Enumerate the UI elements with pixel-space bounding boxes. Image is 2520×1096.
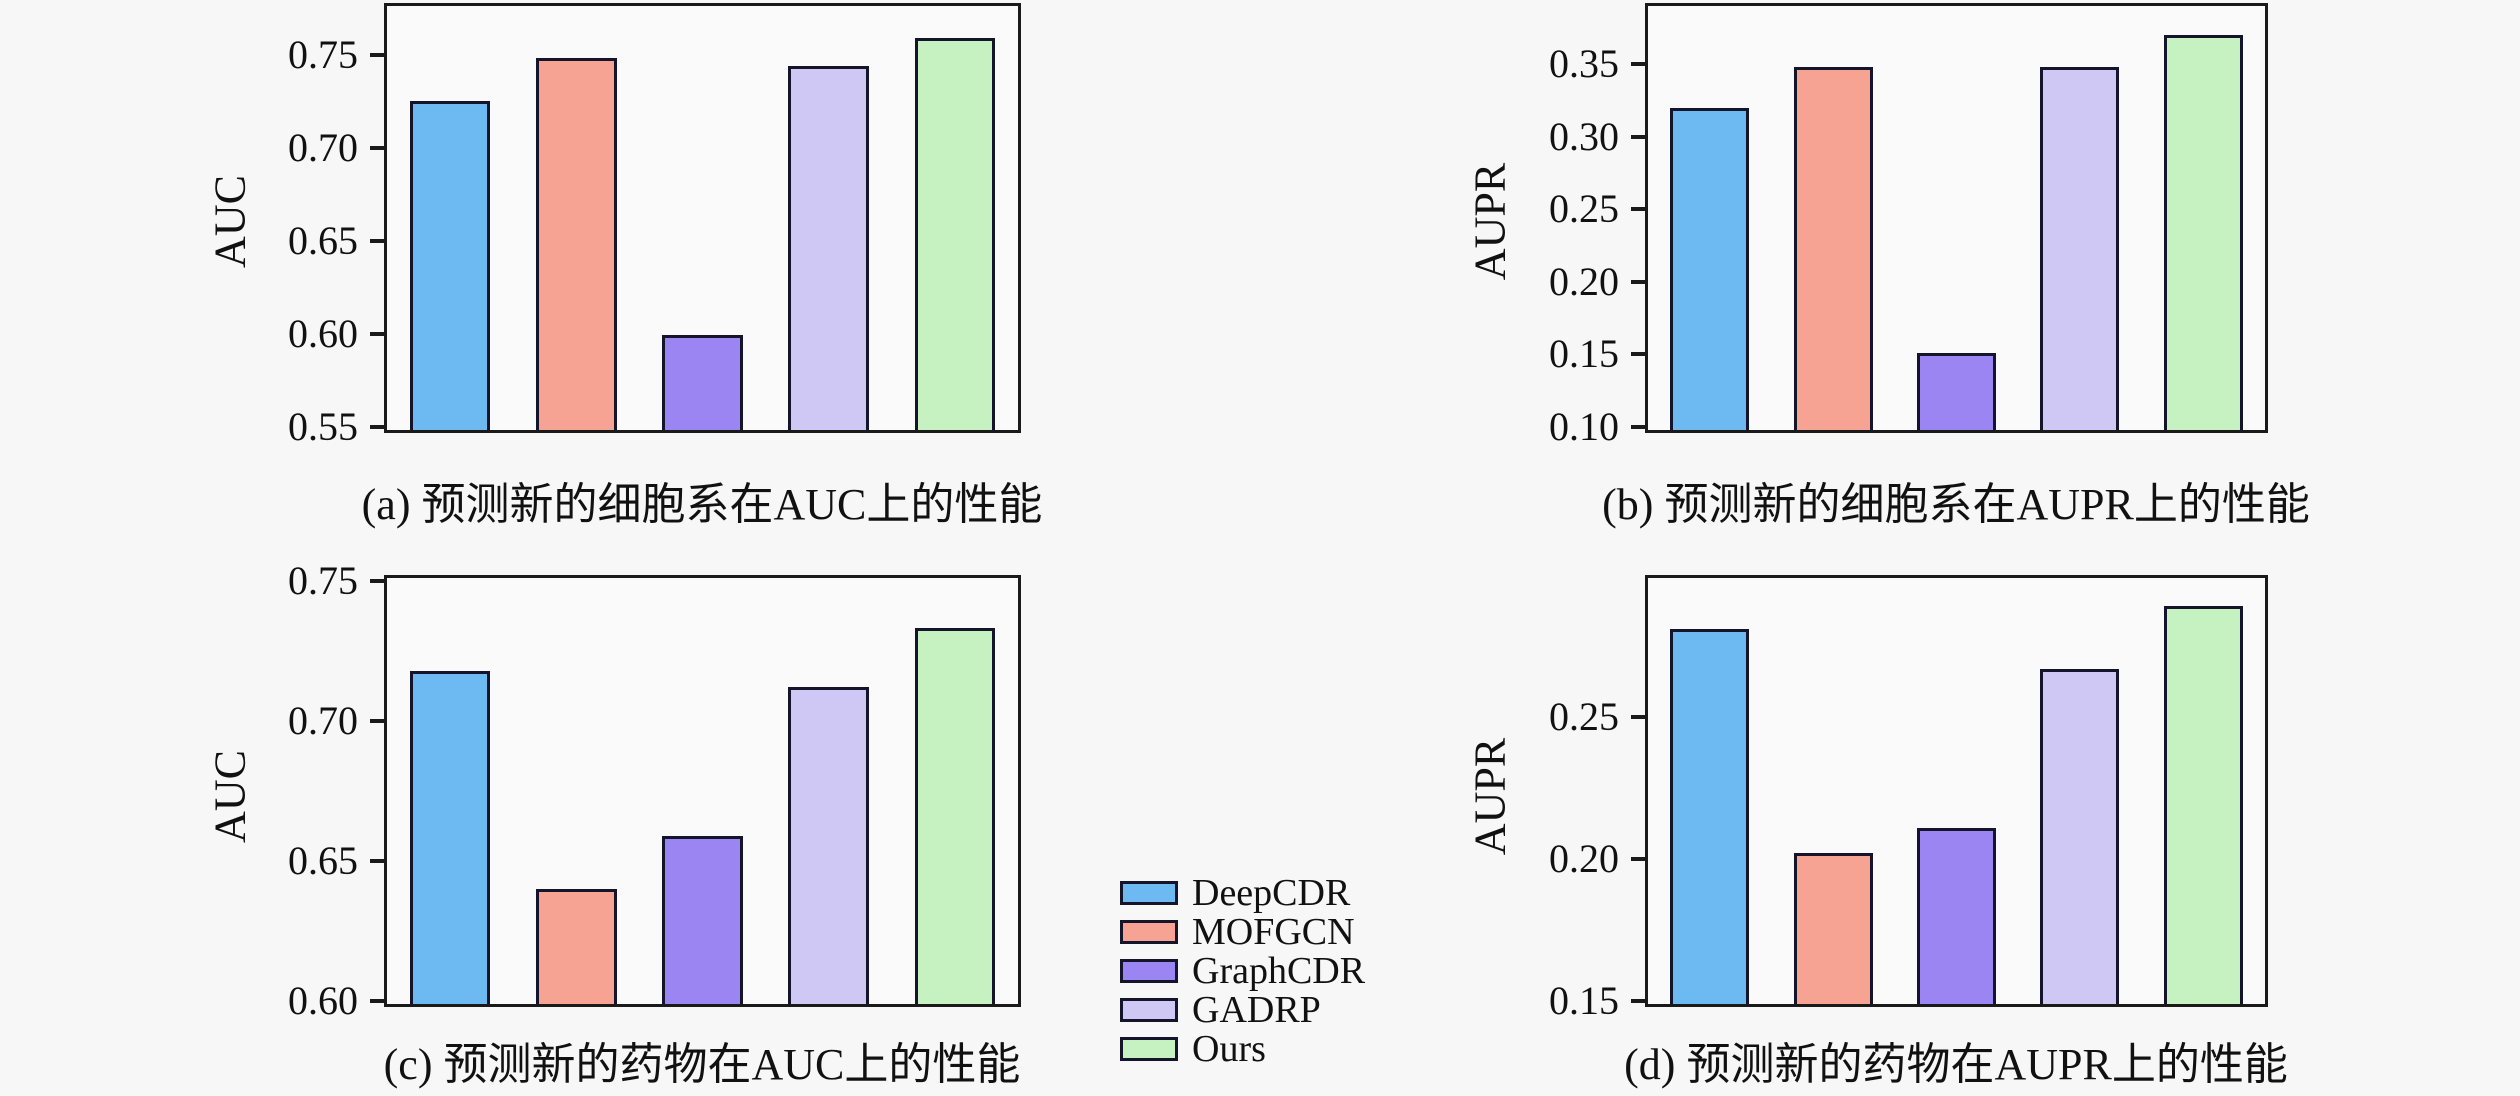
y-tick-mark <box>370 578 384 583</box>
bar-graphcdr <box>1917 827 1996 1004</box>
plot-area-a <box>384 3 1021 433</box>
legend-label: MOFGCN <box>1192 911 1355 953</box>
y-tick-mark <box>1631 352 1645 357</box>
legend-swatch-icon <box>1120 998 1178 1022</box>
caption-d: (d) 预测新的药物在AUPR上的性能 <box>1624 1040 2288 1089</box>
y-tick-mark <box>370 239 384 244</box>
legend-item-ours: Ours <box>1120 1030 1365 1068</box>
y-tick-label: 0.70 <box>288 125 358 171</box>
legend-swatch-icon <box>1120 920 1178 944</box>
y-tick-mark <box>370 425 384 429</box>
y-tick-label: 0.20 <box>1549 836 1619 881</box>
legend-item-graphcdr: GraphCDR <box>1120 952 1365 990</box>
plot-area-b <box>1645 3 2268 433</box>
legend-label: GraphCDR <box>1192 950 1366 992</box>
y-tick-mark <box>370 858 384 863</box>
bar-graphcdr <box>1917 353 1996 430</box>
y-tick-mark <box>370 999 384 1003</box>
caption-c: (c) 预测新的药物在AUC上的性能 <box>383 1040 1021 1089</box>
bar-graphcdr <box>662 335 743 430</box>
bar-gadrp <box>2040 67 2120 430</box>
y-tick-label: 0.20 <box>1549 258 1619 304</box>
bar-mofgcn <box>1793 853 1873 1004</box>
y-tick-mark <box>1631 425 1645 429</box>
bar-mofgcn <box>535 889 617 1004</box>
y-tick-mark <box>1631 715 1645 719</box>
y-tick-label: 0.60 <box>288 311 358 357</box>
y-tick-label: 0.55 <box>288 404 358 449</box>
y-tick-label: 0.15 <box>1549 331 1619 377</box>
y-tick-mark <box>370 718 384 723</box>
bar-mofgcn <box>1793 67 1873 430</box>
y-tick-mark <box>370 146 384 151</box>
bar-graphcdr <box>662 835 743 1004</box>
legend-item-deepcdr: DeepCDR <box>1120 874 1365 912</box>
y-tick-label: 0.75 <box>288 557 358 603</box>
bar-deepcdr <box>1670 107 1750 430</box>
bar-gadrp <box>2040 668 2120 1004</box>
legend-item-gadrp: GADRP <box>1120 991 1365 1029</box>
y-tick-label: 0.15 <box>1549 978 1619 1023</box>
y-tick-label: 0.65 <box>288 218 358 264</box>
y-tick-mark <box>1631 61 1645 66</box>
bar-ours <box>914 37 996 430</box>
legend: DeepCDR MOFGCN GraphCDR GADRP Ours <box>1120 874 1365 1068</box>
y-tick-mark <box>370 332 384 337</box>
bar-ours <box>2163 35 2243 430</box>
bar-ours <box>914 628 996 1004</box>
bar-ours <box>2163 606 2243 1004</box>
y-tick-label: 0.25 <box>1549 694 1619 739</box>
caption-a: (a) 预测新的细胞系在AUC上的性能 <box>361 480 1043 529</box>
y-tick-label: 0.70 <box>288 697 358 743</box>
bar-gadrp <box>788 687 870 1004</box>
y-tick-mark <box>1631 999 1645 1003</box>
y-tick-label: 0.35 <box>1549 40 1619 86</box>
legend-item-mofgcn: MOFGCN <box>1120 913 1365 951</box>
y-tick-label: 0.10 <box>1549 404 1619 449</box>
y-tick-label: 0.60 <box>288 978 358 1023</box>
legend-label: GADRP <box>1192 989 1321 1031</box>
y-tick-label: 0.75 <box>288 32 358 78</box>
bar-mofgcn <box>535 58 617 430</box>
plot-area-c <box>384 575 1021 1007</box>
bar-deepcdr <box>409 670 491 1004</box>
bar-gadrp <box>788 65 870 430</box>
y-tick-mark <box>1631 857 1645 861</box>
y-tick-label: 0.25 <box>1549 186 1619 232</box>
plot-area-d <box>1645 575 2268 1007</box>
bar-deepcdr <box>1670 629 1750 1004</box>
y-tick-mark <box>1631 279 1645 284</box>
y-tick-mark <box>1631 207 1645 212</box>
y-tick-label: 0.65 <box>288 837 358 883</box>
caption-b: (b) 预测新的细胞系在AUPR上的性能 <box>1602 480 2310 529</box>
legend-swatch-icon <box>1120 959 1178 983</box>
y-tick-mark <box>370 53 384 58</box>
legend-label: DeepCDR <box>1192 872 1351 914</box>
legend-label: Ours <box>1192 1028 1266 1070</box>
legend-swatch-icon <box>1120 881 1178 905</box>
y-tick-mark <box>1631 134 1645 139</box>
legend-swatch-icon <box>1120 1037 1178 1061</box>
y-tick-label: 0.30 <box>1549 113 1619 159</box>
bar-deepcdr <box>409 100 491 430</box>
